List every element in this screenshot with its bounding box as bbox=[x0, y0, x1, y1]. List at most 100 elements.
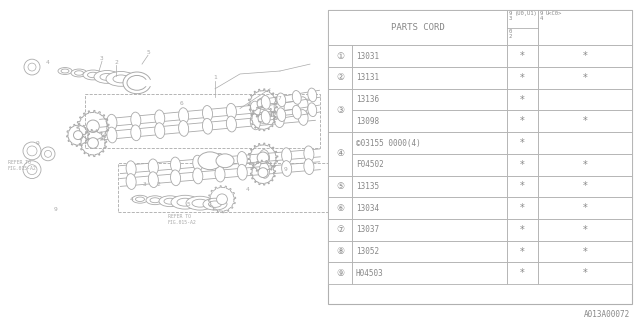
Text: *: * bbox=[520, 73, 525, 83]
Bar bbox=[352, 219, 507, 241]
Text: 1: 1 bbox=[213, 76, 217, 80]
Bar bbox=[352, 176, 507, 197]
Ellipse shape bbox=[292, 91, 301, 104]
Text: *: * bbox=[520, 138, 525, 148]
Bar bbox=[328, 67, 352, 89]
Bar bbox=[507, 241, 538, 262]
Ellipse shape bbox=[171, 195, 199, 209]
Bar bbox=[507, 132, 538, 154]
Text: *: * bbox=[582, 73, 588, 83]
Text: ⑦: ⑦ bbox=[336, 225, 344, 234]
Ellipse shape bbox=[177, 198, 193, 206]
Ellipse shape bbox=[58, 68, 72, 75]
Circle shape bbox=[24, 59, 40, 75]
Ellipse shape bbox=[202, 118, 212, 134]
Bar bbox=[352, 45, 507, 67]
Ellipse shape bbox=[107, 127, 117, 143]
Ellipse shape bbox=[159, 196, 181, 207]
Text: 2: 2 bbox=[509, 34, 512, 38]
Bar bbox=[328, 219, 352, 241]
Circle shape bbox=[27, 165, 37, 175]
Text: 9: 9 bbox=[36, 140, 40, 146]
Text: *: * bbox=[520, 181, 525, 191]
Ellipse shape bbox=[148, 172, 158, 188]
Text: 13135: 13135 bbox=[356, 182, 379, 191]
Ellipse shape bbox=[148, 159, 158, 175]
Bar bbox=[352, 197, 507, 219]
Bar bbox=[538, 110, 632, 132]
Text: 2: 2 bbox=[156, 182, 160, 187]
Circle shape bbox=[258, 168, 268, 178]
Text: 9: 9 bbox=[509, 11, 512, 16]
Ellipse shape bbox=[304, 159, 314, 174]
Bar bbox=[507, 219, 538, 241]
Text: *: * bbox=[520, 246, 525, 257]
Ellipse shape bbox=[216, 154, 234, 168]
Ellipse shape bbox=[274, 99, 284, 115]
Text: *: * bbox=[582, 160, 588, 170]
Bar bbox=[328, 176, 352, 197]
Bar bbox=[328, 241, 352, 262]
Text: *: * bbox=[582, 51, 588, 61]
Ellipse shape bbox=[94, 70, 120, 83]
Text: ④: ④ bbox=[336, 149, 344, 158]
Bar bbox=[538, 132, 632, 154]
Bar bbox=[85, 94, 320, 148]
Ellipse shape bbox=[179, 108, 189, 124]
Ellipse shape bbox=[131, 112, 141, 128]
Bar bbox=[328, 132, 352, 176]
Text: ③: ③ bbox=[336, 106, 344, 115]
Circle shape bbox=[257, 98, 269, 109]
Ellipse shape bbox=[192, 199, 208, 207]
Text: A013A00072: A013A00072 bbox=[584, 310, 630, 319]
Text: (U0,U1): (U0,U1) bbox=[515, 11, 538, 16]
Text: *: * bbox=[582, 116, 588, 126]
Ellipse shape bbox=[106, 71, 136, 86]
Bar bbox=[538, 176, 632, 197]
Ellipse shape bbox=[274, 112, 284, 128]
Bar bbox=[507, 176, 538, 197]
Bar bbox=[507, 89, 538, 110]
Text: *: * bbox=[582, 181, 588, 191]
Ellipse shape bbox=[132, 195, 148, 203]
Text: 5: 5 bbox=[146, 50, 150, 55]
Bar bbox=[352, 67, 507, 89]
Bar bbox=[538, 154, 632, 176]
Ellipse shape bbox=[237, 152, 247, 167]
Ellipse shape bbox=[237, 164, 247, 180]
Bar bbox=[538, 89, 632, 110]
Ellipse shape bbox=[282, 161, 292, 176]
Circle shape bbox=[257, 152, 269, 164]
Text: REFER TO
FIG.015-A2: REFER TO FIG.015-A2 bbox=[168, 214, 196, 225]
Ellipse shape bbox=[276, 93, 285, 107]
Ellipse shape bbox=[308, 103, 317, 116]
Bar bbox=[538, 262, 632, 284]
Bar bbox=[352, 154, 507, 176]
Text: 9: 9 bbox=[283, 167, 287, 172]
Ellipse shape bbox=[298, 97, 308, 113]
Ellipse shape bbox=[150, 198, 160, 203]
Text: *: * bbox=[520, 203, 525, 213]
Ellipse shape bbox=[215, 153, 225, 169]
Text: *: * bbox=[520, 268, 525, 278]
Bar bbox=[507, 154, 538, 176]
Ellipse shape bbox=[155, 123, 164, 139]
Circle shape bbox=[23, 161, 41, 179]
Text: *: * bbox=[582, 246, 588, 257]
Ellipse shape bbox=[113, 75, 129, 83]
Bar bbox=[507, 45, 538, 67]
Ellipse shape bbox=[292, 105, 301, 119]
Ellipse shape bbox=[227, 103, 236, 119]
Bar bbox=[538, 219, 632, 241]
Bar bbox=[538, 10, 632, 45]
Circle shape bbox=[27, 146, 37, 156]
Ellipse shape bbox=[126, 161, 136, 177]
Ellipse shape bbox=[193, 168, 203, 184]
Ellipse shape bbox=[298, 110, 308, 125]
Ellipse shape bbox=[282, 148, 292, 164]
Ellipse shape bbox=[276, 108, 285, 122]
Bar bbox=[328, 197, 352, 219]
Circle shape bbox=[23, 142, 41, 160]
Text: 0: 0 bbox=[509, 28, 512, 34]
Text: 4: 4 bbox=[540, 16, 543, 21]
